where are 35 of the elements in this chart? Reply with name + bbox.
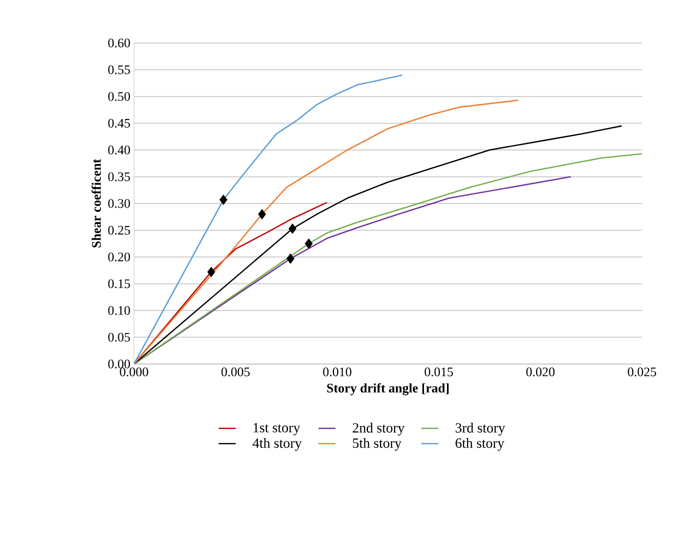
x-axis-title: Story drift angle [rad] bbox=[327, 383, 449, 396]
x-tick-label: 0.010 bbox=[323, 368, 352, 376]
point bbox=[288, 223, 296, 234]
legend-label: 4th story bbox=[252, 438, 302, 451]
x-tick-label: 0.025 bbox=[628, 368, 656, 376]
y-tick-label: 0.35 bbox=[108, 172, 130, 182]
y-tick-label: 0.15 bbox=[108, 279, 130, 288]
point bbox=[304, 238, 313, 249]
line-series bbox=[134, 74, 403, 364]
y-tick-label: 0.45 bbox=[108, 118, 130, 128]
x-tick-label: 0.005 bbox=[221, 368, 250, 376]
y-tick-label: 0.05 bbox=[108, 332, 130, 342]
line-series bbox=[134, 100, 519, 364]
y-tick-label: 0.55 bbox=[108, 65, 130, 74]
legend-label: 1st story bbox=[254, 422, 300, 436]
y-tick-label: 0.50 bbox=[108, 92, 130, 101]
y-tick-label: 0.40 bbox=[108, 146, 130, 154]
y-tick-label: 0.60 bbox=[108, 38, 130, 48]
point bbox=[286, 253, 294, 264]
x-tick-label: 0.020 bbox=[526, 368, 555, 376]
legend-label: 5th story bbox=[352, 438, 402, 451]
point bbox=[207, 266, 216, 278]
point bbox=[258, 209, 266, 220]
legend-label: 6th story bbox=[456, 438, 504, 451]
legend-label: 3rd story bbox=[456, 422, 506, 436]
y-tick-label: 0.00 bbox=[108, 360, 130, 368]
y-tick-label: 0.25 bbox=[108, 226, 130, 235]
x-tick-label: 0.000 bbox=[120, 368, 148, 376]
y-tick-label: 0.20 bbox=[108, 252, 130, 262]
point bbox=[219, 194, 228, 205]
y-tick-label: 0.10 bbox=[108, 306, 130, 315]
legend-label: 2nd story bbox=[352, 422, 405, 436]
y-tick-label: 0.30 bbox=[108, 199, 130, 208]
y-axis-title: Shear coefficent bbox=[92, 158, 101, 248]
x-tick-label: 0.015 bbox=[424, 368, 453, 376]
